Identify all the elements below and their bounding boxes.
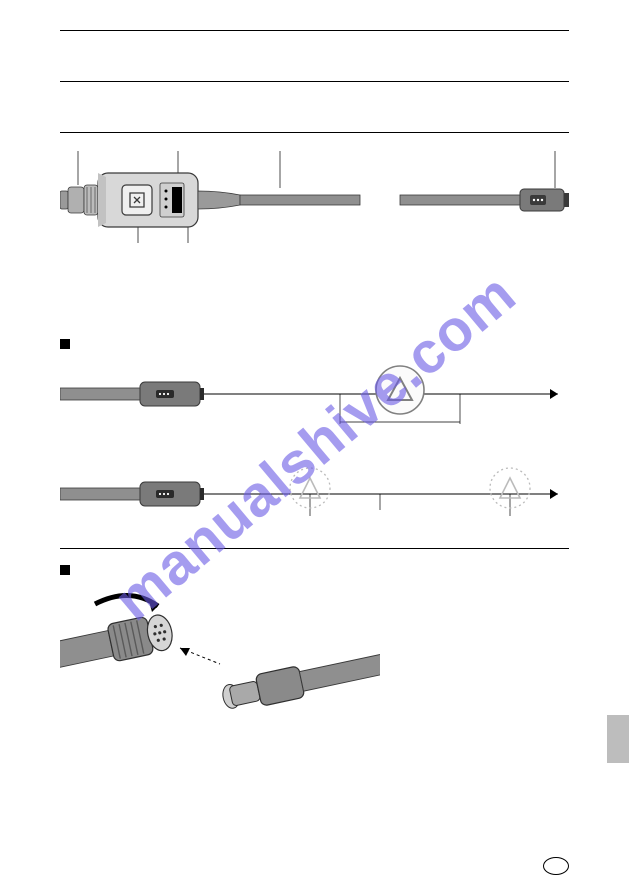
page-container — [0, 0, 629, 893]
bullet-section-2 — [60, 561, 569, 576]
cable-segment-left — [198, 191, 360, 209]
page-number-oval — [543, 857, 569, 875]
legend-blank — [60, 263, 569, 323]
device-body-icon — [98, 173, 198, 227]
bullet-square-icon-2 — [60, 565, 70, 575]
device-cable-svg — [60, 143, 569, 263]
rule-3 — [60, 132, 569, 133]
connector-male-icon — [220, 643, 380, 714]
connect-svg — [60, 586, 380, 736]
figure-device-cable — [60, 143, 569, 263]
connector-female-icon — [60, 612, 175, 677]
location-dotted-svg — [60, 460, 569, 540]
connector-plug-icon — [60, 185, 98, 215]
location-solid-svg — [60, 360, 569, 450]
rotate-arrow-icon — [95, 595, 158, 612]
section-blank-2 — [60, 82, 569, 132]
bullet-square-icon — [60, 339, 70, 349]
bullet-section-1 — [60, 335, 569, 350]
section-blank-1 — [60, 31, 569, 81]
figure-connect — [60, 586, 569, 736]
rule-4 — [60, 548, 569, 549]
figure-location-dotted — [60, 460, 569, 540]
insert-arrow-icon — [180, 648, 220, 664]
cable-segment-right — [400, 189, 569, 211]
side-tab — [607, 715, 629, 763]
indicator-solid-icon — [376, 366, 424, 414]
figure-location-solid — [60, 360, 569, 450]
